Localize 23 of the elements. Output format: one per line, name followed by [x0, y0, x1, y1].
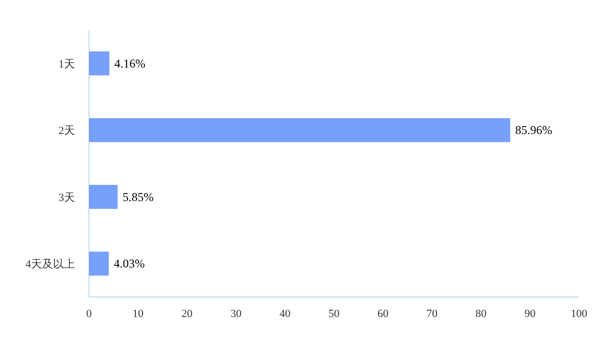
x-tick-label: 100: [570, 308, 588, 320]
x-tick-label: 80: [476, 308, 487, 320]
x-tick-label: 0: [86, 308, 92, 320]
data-label: 4.03%: [114, 256, 145, 271]
x-tick-label: 30: [230, 308, 242, 320]
bar: [89, 184, 118, 209]
x-tick-label: 20: [182, 308, 193, 320]
y-tick-label: 4天及以上: [26, 258, 75, 271]
x-tick-label: 10: [132, 308, 144, 320]
x-tick-label: 70: [426, 308, 438, 320]
x-tick-label: 90: [524, 308, 536, 320]
bar: [89, 252, 109, 276]
data-label: 4.16%: [114, 56, 146, 70]
bar: [89, 51, 110, 76]
x-tick-label: 60: [378, 308, 389, 320]
data-label: 5.85%: [122, 190, 154, 204]
x-tick-label: 50: [328, 308, 340, 320]
x-tick-label: 40: [280, 308, 291, 320]
y-tick-label: 2天: [58, 125, 75, 138]
y-tick-label: 1天: [58, 58, 75, 70]
data-label: 85.96%: [515, 123, 552, 138]
bar: [89, 118, 510, 142]
y-tick-label: 3天: [58, 192, 75, 204]
